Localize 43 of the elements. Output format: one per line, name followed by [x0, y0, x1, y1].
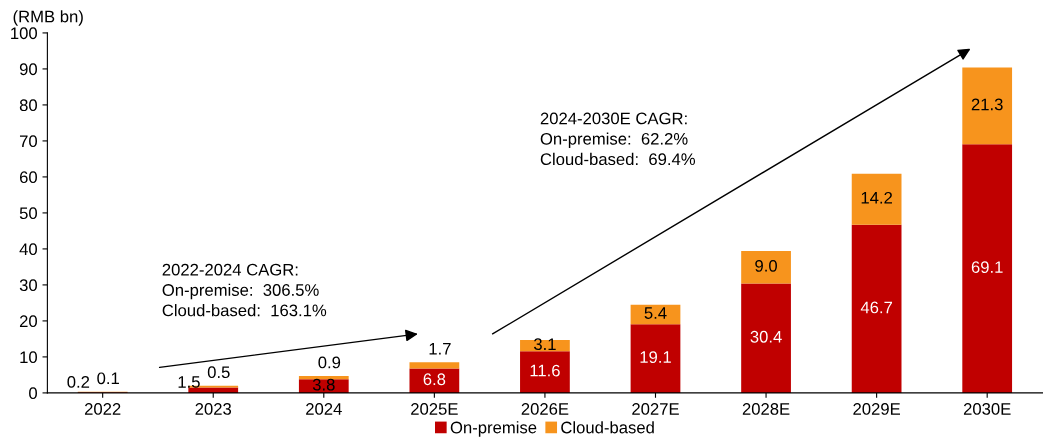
data-label: 1.7: [429, 343, 451, 355]
y-tick-label: 70: [19, 135, 38, 148]
data-label: 69.1: [971, 261, 1003, 274]
x-tick-label: 2024: [306, 403, 342, 415]
x-tick-label: 2025E: [411, 403, 458, 415]
data-label: 3.8: [312, 378, 335, 391]
data-label: 46.7: [860, 301, 893, 314]
data-label: 0.2: [67, 376, 90, 388]
data-label: 19.1: [640, 351, 671, 363]
y-tick-label: 100: [11, 27, 38, 40]
annotation: 2022-2024 CAGR: On-premise: 306.5% Cloud-based: 163.1%: [162, 263, 327, 317]
y-axis-title: (RMB bn): [13, 10, 83, 26]
x-tick-label: 2027E: [632, 403, 679, 415]
x-tick-label: 2029E: [853, 403, 901, 415]
annotation: 2024-2030E CAGR: On-premise: 62.2% Cloud-based: 69.4%: [540, 112, 696, 166]
data-label: 6.8: [423, 373, 446, 386]
data-label: 1.5: [178, 376, 200, 388]
legend-label: On-premise: [450, 421, 537, 437]
data-label: 0.1: [97, 372, 119, 385]
data-label: 9.0: [755, 259, 777, 272]
y-tick-label: 30: [19, 279, 38, 292]
data-label: 5.4: [644, 307, 667, 319]
data-label: 0.9: [318, 356, 341, 369]
x-tick-label: 2022: [84, 403, 121, 415]
data-label: 11.6: [530, 364, 560, 377]
x-tick-label: 2028E: [742, 403, 790, 415]
data-label: 21.3: [971, 98, 1003, 111]
y-tick-label: 10: [20, 351, 38, 364]
y-tick-label: 90: [19, 63, 38, 76]
y-tick-label: 20: [19, 315, 38, 328]
data-label: 0.5: [207, 366, 230, 379]
data-label: 14.2: [861, 191, 893, 204]
data-label: 3.1: [533, 338, 556, 351]
legend-label: Cloud-based: [561, 421, 654, 434]
y-tick-label: 80: [19, 99, 38, 112]
y-tick-label: 50: [19, 207, 38, 220]
y-tick-label: 40: [19, 243, 38, 256]
data-label: 30.4: [750, 330, 782, 343]
x-tick-label: 2026E: [521, 403, 569, 415]
x-tick-label: 2023: [195, 403, 232, 415]
y-tick-label: 0: [29, 387, 38, 400]
x-tick-label: 2030E: [963, 403, 1011, 415]
y-tick-label: 60: [19, 171, 38, 184]
